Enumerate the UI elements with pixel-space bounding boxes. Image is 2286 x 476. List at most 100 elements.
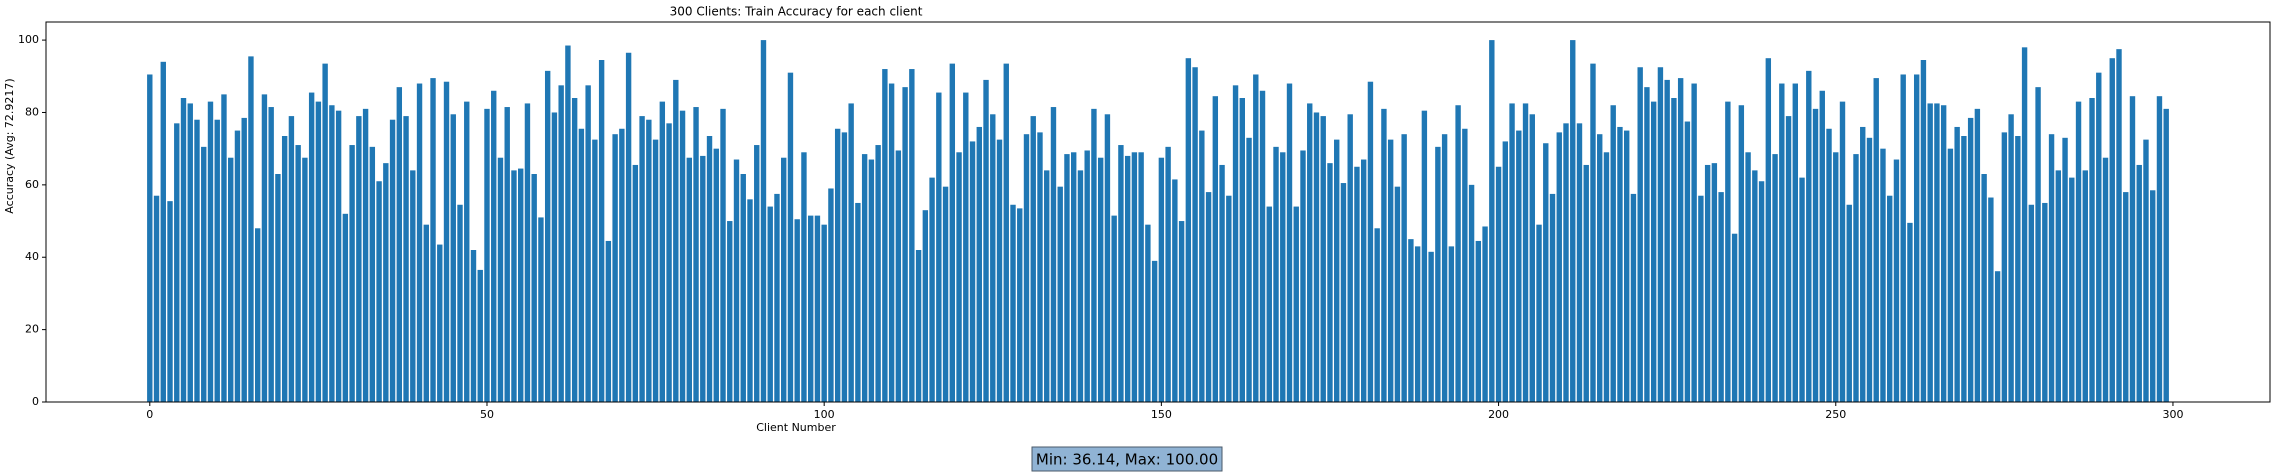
bar <box>544 70 551 402</box>
bar <box>362 108 369 402</box>
bar <box>1124 155 1131 402</box>
bar <box>2129 96 2136 402</box>
bar <box>706 136 713 402</box>
x-tick-label: 300 <box>2162 408 2183 421</box>
bar <box>1725 101 1731 402</box>
bar <box>1731 233 1738 402</box>
bar <box>281 136 288 402</box>
bar <box>2021 47 2028 402</box>
bar <box>1516 130 1522 403</box>
bar <box>612 134 618 402</box>
bar <box>565 45 571 403</box>
bar <box>1752 170 1758 402</box>
bar <box>1718 192 1724 402</box>
bar <box>754 145 760 403</box>
bar <box>1178 221 1185 402</box>
bar <box>1839 101 1846 402</box>
bar <box>1489 40 1495 402</box>
bar <box>1994 271 2001 402</box>
bar <box>2089 98 2095 402</box>
bar <box>437 244 443 402</box>
bar <box>315 101 322 402</box>
bar <box>1003 63 1009 402</box>
y-tick-label: 0 <box>32 395 39 408</box>
bar <box>1812 108 1819 402</box>
bar <box>1664 79 1670 403</box>
bar <box>888 83 895 403</box>
bar <box>153 195 160 402</box>
bar <box>1259 90 1266 402</box>
bar <box>174 123 180 402</box>
bar <box>1435 146 1441 402</box>
bar <box>1738 105 1745 402</box>
bar <box>1226 195 1232 402</box>
bar <box>383 163 389 402</box>
bar <box>1199 130 1205 403</box>
bar <box>1232 85 1239 402</box>
bar <box>1246 137 1252 403</box>
bar <box>598 60 605 402</box>
bar <box>632 164 639 402</box>
bar <box>187 103 193 402</box>
bar <box>1913 74 1920 402</box>
bar <box>2150 190 2156 402</box>
bar <box>1806 70 1812 402</box>
bar <box>1057 186 1063 402</box>
bar <box>760 40 767 402</box>
bar <box>1044 170 1050 402</box>
bar <box>2096 72 2102 403</box>
bar <box>1280 152 1286 402</box>
bar <box>450 114 456 403</box>
bar <box>1111 215 1117 402</box>
bar <box>1347 114 1353 403</box>
bar <box>1934 103 1940 402</box>
bar <box>1307 103 1313 402</box>
x-tick-label: 50 <box>480 408 494 421</box>
bar <box>518 168 524 402</box>
bar <box>1239 98 1245 402</box>
bar <box>201 146 207 402</box>
bar <box>1684 121 1691 403</box>
bar <box>1961 136 1967 402</box>
bar <box>2048 134 2055 402</box>
plot-frame <box>45 21 2271 403</box>
bar <box>1779 83 1785 403</box>
bar <box>801 152 807 402</box>
bar <box>2163 108 2169 402</box>
bar <box>875 145 881 403</box>
x-tick-label: 0 <box>146 408 153 421</box>
bar <box>787 72 794 403</box>
bar <box>1691 83 1697 403</box>
bar <box>1819 90 1825 402</box>
bar <box>1887 195 1893 402</box>
bar <box>1475 240 1482 402</box>
bar <box>1563 123 1569 402</box>
bar <box>1765 58 1772 402</box>
bar <box>807 215 814 402</box>
bar <box>288 116 295 402</box>
bar <box>1340 183 1347 402</box>
bar <box>2008 114 2014 403</box>
bar <box>1576 123 1583 402</box>
bar <box>477 269 483 402</box>
bar <box>1064 154 1070 402</box>
bar <box>1381 108 1387 402</box>
bar <box>2156 96 2163 402</box>
bar <box>1266 206 1272 402</box>
bar <box>895 150 902 402</box>
bar <box>646 119 652 402</box>
bar <box>2102 157 2109 402</box>
bar <box>1172 179 1178 402</box>
bar <box>1455 105 1461 402</box>
bar <box>2001 132 2008 402</box>
x-tick-label: 200 <box>1488 408 1509 421</box>
bar <box>1873 78 1879 402</box>
bar <box>1650 101 1657 402</box>
bar <box>1300 150 1306 402</box>
bar <box>423 224 429 402</box>
x-tick-label: 100 <box>814 408 835 421</box>
bar <box>1037 132 1043 402</box>
bar <box>861 154 868 402</box>
bar <box>1273 146 1279 402</box>
